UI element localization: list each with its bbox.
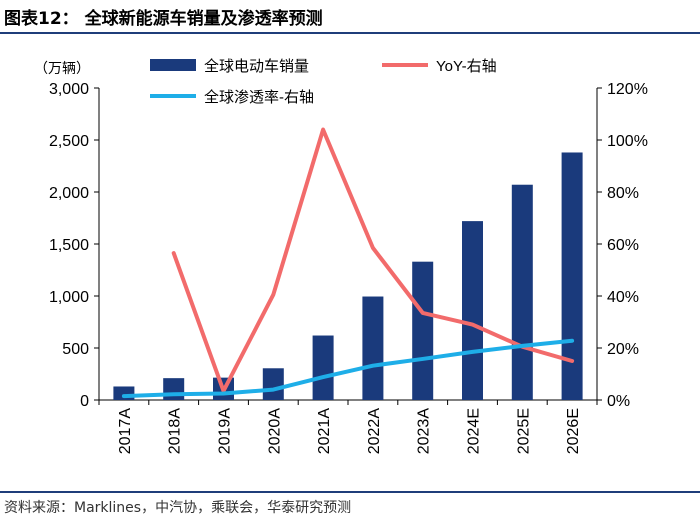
right-tick-label: 100% [607, 133, 648, 150]
axes-group: 0 500 1,000 1,500 2,000 2,500 3,000 0% 20% 40% 60%… [34, 60, 648, 454]
x-tick-label: 2025E [515, 408, 532, 454]
title-rule [0, 32, 700, 34]
left-tick-label: 500 [62, 341, 89, 358]
x-tick-label: 2018A [167, 408, 184, 455]
legend-swatch-bar [150, 59, 196, 71]
right-tick-label: 20% [607, 341, 639, 358]
bar [462, 221, 483, 400]
x-tick-label: 2022A [366, 408, 383, 455]
bar [362, 296, 384, 400]
right-tick-label: 120% [607, 81, 648, 98]
bar [163, 378, 185, 400]
bar [561, 152, 583, 400]
x-tick-label: 2019A [217, 408, 234, 455]
yoy-line [171, 127, 575, 393]
bar [511, 184, 533, 400]
left-axis-unit: （万辆） [34, 60, 90, 76]
right-tick-label: 40% [607, 289, 639, 306]
figure-title: 图表12： 全球新能源车销量及渗透率预测 [4, 9, 323, 29]
source-rule [0, 491, 700, 493]
x-tick-label: 2021A [316, 408, 333, 455]
legend-label: 全球渗透率-右轴 [204, 88, 314, 106]
legend-label: 全球电动车销量 [204, 57, 309, 75]
bar [412, 261, 434, 400]
lines-group [121, 127, 575, 399]
bar [312, 335, 334, 400]
left-tick-label: 1,000 [49, 289, 89, 306]
left-tick-label: 2,000 [49, 185, 89, 202]
x-tick-label: 2026E [565, 408, 582, 454]
source-note: 资料来源：Marklines，中汽协，乘联会，华泰研究预测 [4, 500, 352, 516]
left-tick-label: 0 [80, 393, 89, 410]
x-tick-label: 2017A [117, 408, 134, 455]
left-tick-label: 3,000 [49, 81, 89, 98]
x-tick-label: 2023A [416, 408, 433, 455]
x-tick-label: 2024E [466, 408, 483, 454]
right-tick-label: 60% [607, 237, 639, 254]
left-tick-label: 2,500 [49, 133, 89, 150]
right-tick-label: 80% [607, 185, 639, 202]
legend-label: YoY-右轴 [436, 58, 497, 75]
penetration-line [121, 338, 575, 399]
left-tick-label: 1,500 [49, 237, 89, 254]
x-tick-label: 2020A [266, 408, 283, 455]
right-tick-label: 0% [607, 393, 630, 410]
bar [262, 368, 284, 400]
